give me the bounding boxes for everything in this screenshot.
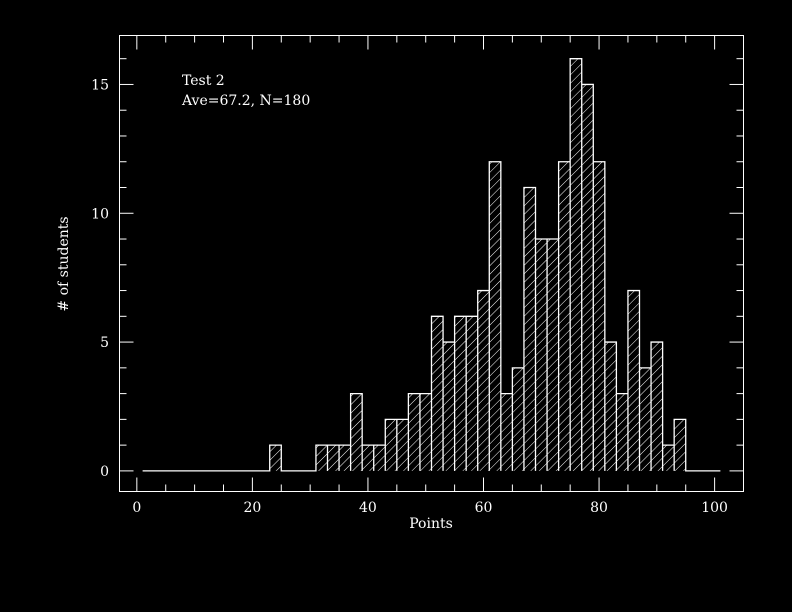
histogram-bar <box>315 445 328 471</box>
histogram-bar <box>616 393 628 471</box>
x-tick-label: 40 <box>359 500 377 516</box>
histogram-bar <box>535 239 548 471</box>
histogram-bar <box>639 367 652 471</box>
histogram-bar <box>350 393 363 471</box>
x-tick-label: 60 <box>475 500 493 516</box>
histogram-bar <box>627 290 640 471</box>
histogram-bar <box>396 419 409 471</box>
histogram-bar <box>431 316 444 471</box>
histogram-bar <box>593 161 605 471</box>
histogram-bar <box>362 445 374 471</box>
y-tick-label: 15 <box>91 77 109 93</box>
histogram-bar <box>512 367 524 471</box>
annotation-title: Test 2 <box>182 73 225 89</box>
plot-frame <box>119 35 744 492</box>
histogram-outline <box>142 58 721 472</box>
histogram-bar <box>523 187 536 471</box>
x-tick-labels: 0 20 40 60 80 100 <box>132 500 728 516</box>
x-axis-label: Points <box>409 516 453 532</box>
y-tick-label: 10 <box>91 206 109 222</box>
histogram-bar <box>570 58 582 471</box>
histogram-bar <box>558 161 571 471</box>
annotation-stats: Ave=67.2, N=180 <box>181 93 310 109</box>
histogram-bars <box>269 58 686 471</box>
histogram-bar <box>443 342 455 471</box>
histogram-bar <box>419 393 432 471</box>
histogram-bar <box>373 445 386 471</box>
y-axis-label: # of students <box>56 216 72 311</box>
x-tick-label: 100 <box>701 500 728 516</box>
x-tick-label: 0 <box>132 500 141 516</box>
histogram-bar <box>269 445 282 471</box>
axis-ticks <box>119 35 744 492</box>
histogram-bar <box>339 445 351 471</box>
histogram-bar <box>662 445 675 471</box>
histogram-bar <box>408 393 420 471</box>
histogram-bar <box>651 342 663 471</box>
x-tick-label: 20 <box>243 500 261 516</box>
histogram-bar <box>604 342 617 471</box>
histogram-bar <box>674 419 686 471</box>
histogram-bar <box>454 316 467 471</box>
histogram-bar <box>547 239 559 471</box>
histogram-bar <box>489 161 501 471</box>
histogram-bar <box>581 84 594 471</box>
histogram-bar <box>466 316 478 471</box>
x-tick-label: 80 <box>590 500 608 516</box>
histogram-bar <box>477 290 490 471</box>
y-tick-label: 0 <box>100 464 109 480</box>
y-tick-labels: 0 5 10 15 <box>91 77 109 479</box>
histogram-bar <box>500 393 513 471</box>
y-tick-label: 5 <box>100 335 109 351</box>
histogram-bar <box>385 419 397 471</box>
histogram-bar <box>327 445 340 471</box>
